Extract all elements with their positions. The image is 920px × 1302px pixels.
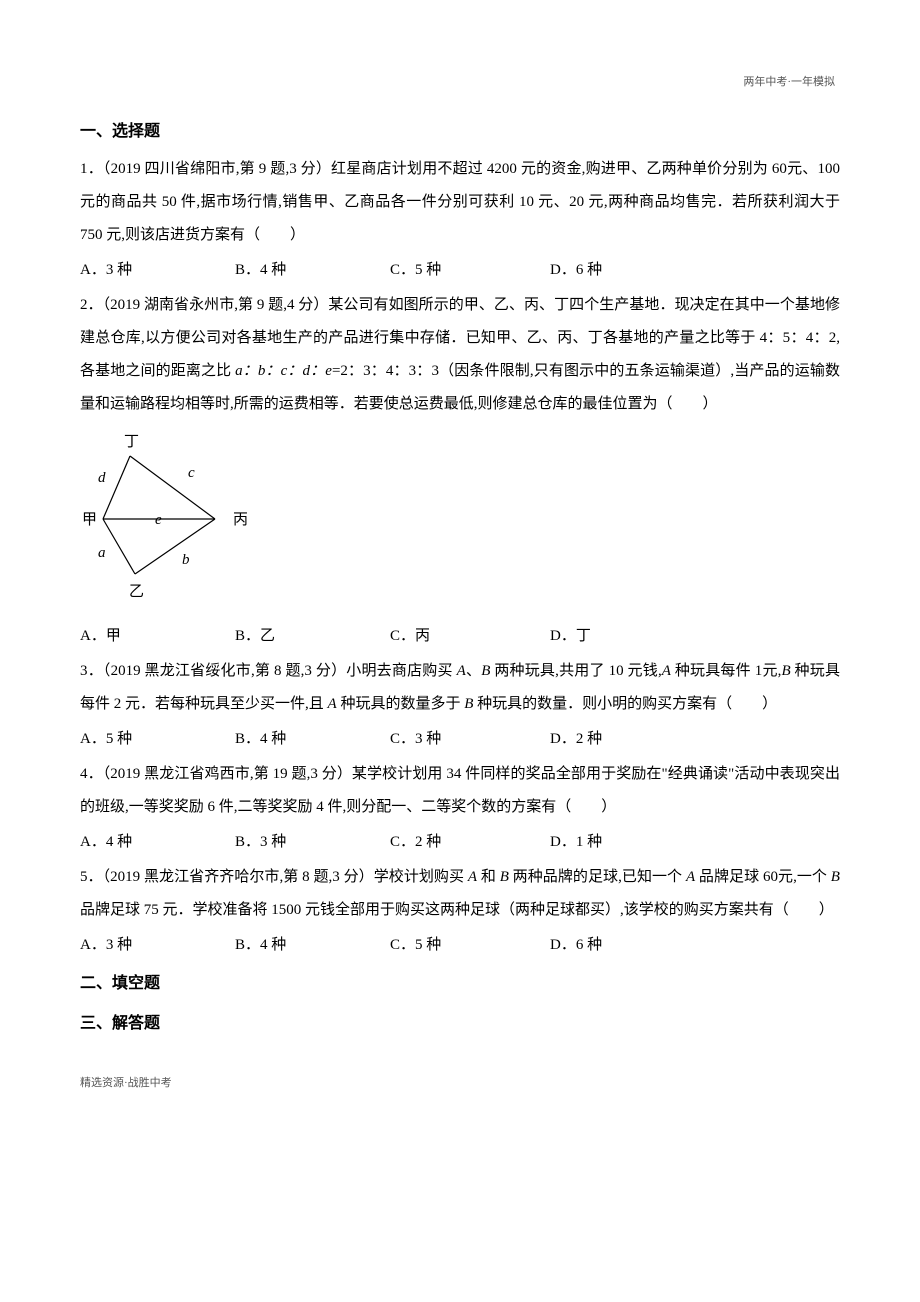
- svg-text:c: c: [188, 465, 195, 481]
- q3-p2: 两种玩具,共用了 10 元钱,: [490, 663, 661, 679]
- q2-diagram: 甲乙 丙 丁 a b c d e: [80, 429, 840, 612]
- q1-option-a: A．3 种: [80, 254, 235, 287]
- q3-v5: A: [328, 696, 337, 712]
- q5-option-d: D．6 种: [550, 929, 602, 962]
- q4-option-b: B．3 种: [235, 826, 390, 859]
- svg-text:甲: 甲: [82, 512, 97, 528]
- q1-option-c: C．5 种: [390, 254, 550, 287]
- question-3-text: 3．（2019 黑龙江省绥化市,第 8 题,3 分）小明去商店购买 A、B 两种…: [80, 655, 840, 721]
- section-3-title: 三、解答题: [80, 1006, 840, 1041]
- q2-option-a: A．甲: [80, 620, 235, 653]
- q5-v1: A: [468, 869, 477, 885]
- q5-p1: 5．（2019 黑龙江省齐齐哈尔市,第 8 题,3 分）学校计划购买: [80, 869, 468, 885]
- q2-option-d: D．丁: [550, 620, 591, 653]
- q3-v4: B: [781, 663, 790, 679]
- q5-option-a: A．3 种: [80, 929, 235, 962]
- question-5-options: A．3 种 B．4 种 C．5 种 D．6 种: [80, 929, 840, 962]
- svg-text:a: a: [98, 545, 106, 561]
- svg-text:丙: 丙: [233, 512, 248, 528]
- section-1-title: 一、选择题: [80, 114, 840, 149]
- svg-text:乙: 乙: [129, 584, 144, 599]
- question-2-options: A．甲 B．乙 C．丙 D．丁: [80, 620, 840, 653]
- q3-v2: B: [481, 663, 490, 679]
- q1-option-d: D．6 种: [550, 254, 602, 287]
- header-note: 两年中考·一年模拟: [80, 70, 840, 94]
- q1-option-b: B．4 种: [235, 254, 390, 287]
- q3-p5: 种玩具的数量多于: [337, 696, 465, 712]
- question-3-options: A．5 种 B．4 种 C．3 种 D．2 种: [80, 723, 840, 756]
- q3-option-c: C．3 种: [390, 723, 550, 756]
- q5-v3: A: [686, 869, 695, 885]
- q3-p6: 种玩具的数量．则小明的购买方案有（ ）: [473, 696, 777, 712]
- q5-p3: 品牌足球 60元,一个: [695, 869, 831, 885]
- q2-ratio-vars: a：b：c：d：e: [235, 363, 332, 379]
- q2-option-c: C．丙: [390, 620, 550, 653]
- q5-option-c: C．5 种: [390, 929, 550, 962]
- q5-p2: 两种品牌的足球,已知一个: [509, 869, 686, 885]
- section-2-title: 二、填空题: [80, 966, 840, 1001]
- svg-text:b: b: [182, 552, 190, 568]
- q4-option-a: A．4 种: [80, 826, 235, 859]
- q5-p4: 品牌足球 75 元．学校准备将 1500 元钱全部用于购买这两种足球（两种足球都…: [80, 902, 834, 918]
- q4-option-d: D．1 种: [550, 826, 602, 859]
- q3-v1: A: [457, 663, 466, 679]
- svg-text:e: e: [155, 512, 162, 528]
- q3-option-a: A．5 种: [80, 723, 235, 756]
- q3-p3: 种玩具每件 1元,: [671, 663, 782, 679]
- q3-v6: B: [464, 696, 473, 712]
- question-1-text: 1．（2019 四川省绵阳市,第 9 题,3 分）红星商店计划用不超过 4200…: [80, 153, 840, 252]
- svg-text:d: d: [98, 470, 106, 486]
- question-5-text: 5．（2019 黑龙江省齐齐哈尔市,第 8 题,3 分）学校计划购买 A 和 B…: [80, 861, 840, 927]
- q3-p1: 3．（2019 黑龙江省绥化市,第 8 题,3 分）小明去商店购买: [80, 663, 457, 679]
- q5-and: 和: [477, 869, 500, 885]
- question-1-options: A．3 种 B．4 种 C．5 种 D．6 种: [80, 254, 840, 287]
- q2-option-b: B．乙: [235, 620, 390, 653]
- q5-v2: B: [500, 869, 509, 885]
- q5-option-b: B．4 种: [235, 929, 390, 962]
- q2-diagram-svg: 甲乙 丙 丁 a b c d e: [80, 429, 250, 599]
- svg-text:丁: 丁: [124, 434, 139, 450]
- q3-v3: A: [662, 663, 671, 679]
- q4-option-c: C．2 种: [390, 826, 550, 859]
- question-2-text: 2．（2019 湖南省永州市,第 9 题,4 分）某公司有如图所示的甲、乙、丙、…: [80, 289, 840, 421]
- question-4-text: 4．（2019 黑龙江省鸡西市,第 19 题,3 分）某学校计划用 34 件同样…: [80, 758, 840, 824]
- q5-v4: B: [831, 869, 840, 885]
- q3-option-d: D．2 种: [550, 723, 602, 756]
- q3-option-b: B．4 种: [235, 723, 390, 756]
- footer-note: 精选资源·战胜中考: [80, 1071, 840, 1095]
- question-4-options: A．4 种 B．3 种 C．2 种 D．1 种: [80, 826, 840, 859]
